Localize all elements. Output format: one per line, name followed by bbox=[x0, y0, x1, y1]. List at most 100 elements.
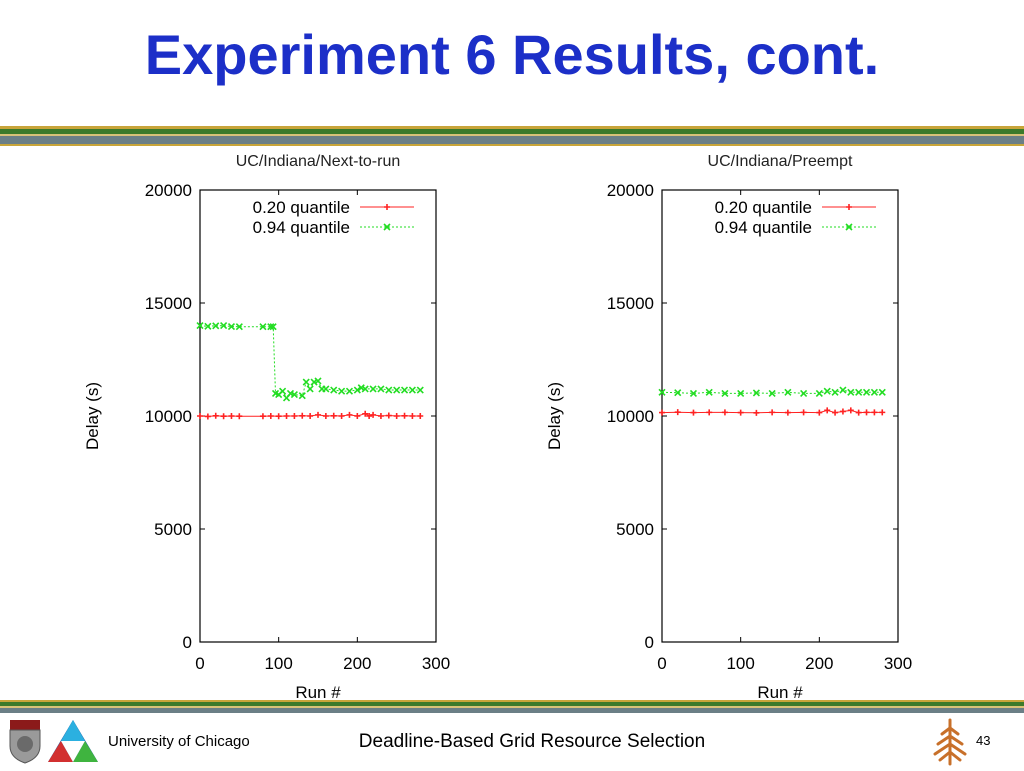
triangle-logo bbox=[46, 718, 100, 764]
data-point bbox=[674, 389, 682, 397]
y-tick-label: 5000 bbox=[616, 520, 654, 539]
x-tick-label: 200 bbox=[343, 654, 371, 673]
data-point bbox=[753, 409, 760, 416]
legend-marker bbox=[845, 223, 853, 231]
data-point bbox=[847, 407, 854, 414]
data-point bbox=[879, 409, 886, 416]
data-point bbox=[768, 389, 776, 397]
data-point bbox=[824, 407, 831, 414]
footer-divider bbox=[0, 700, 1024, 714]
legend-label: 0.20 quantile bbox=[253, 198, 350, 217]
data-point bbox=[831, 388, 839, 396]
y-tick-label: 5000 bbox=[154, 520, 192, 539]
footer-university: University of Chicago bbox=[108, 733, 250, 750]
chart-preempt-svg: UC/Indiana/Preempt 0 5000 10000 15000 20000 0 1… bbox=[545, 153, 912, 702]
legend-marker bbox=[384, 204, 390, 210]
y-tick-label: 20000 bbox=[607, 181, 654, 200]
data-point bbox=[366, 413, 373, 419]
data-point bbox=[204, 413, 211, 420]
x-axis-label: Run # bbox=[295, 683, 341, 702]
series-line bbox=[199, 325, 421, 399]
data-point bbox=[784, 409, 791, 416]
data-point bbox=[307, 413, 314, 419]
legend-label: 0.94 quantile bbox=[715, 218, 812, 237]
legend-marker bbox=[846, 204, 852, 210]
data-point bbox=[769, 409, 776, 416]
chart-title: UC/Indiana/Preempt bbox=[708, 153, 854, 170]
data-point bbox=[823, 387, 831, 395]
x-tick-label: 100 bbox=[264, 654, 292, 673]
data-point bbox=[393, 413, 400, 419]
chart-title: UC/Indiana/Next-to-run bbox=[236, 153, 401, 170]
data-point bbox=[674, 409, 681, 416]
data-point bbox=[330, 386, 338, 394]
data-point bbox=[690, 409, 697, 416]
data-point bbox=[385, 412, 392, 419]
data-point bbox=[220, 322, 228, 330]
x-tick-label: 200 bbox=[805, 654, 833, 673]
data-point bbox=[721, 389, 729, 397]
data-point bbox=[338, 387, 346, 395]
data-point bbox=[416, 386, 424, 394]
data-point bbox=[236, 413, 243, 420]
data-point bbox=[784, 388, 792, 396]
data-point bbox=[196, 322, 204, 330]
data-point bbox=[298, 392, 306, 400]
data-point bbox=[290, 390, 298, 399]
data-point bbox=[302, 378, 310, 386]
data-point bbox=[871, 409, 878, 416]
data-point bbox=[279, 387, 287, 395]
data-point bbox=[705, 388, 713, 396]
data-point bbox=[228, 413, 235, 419]
data-point bbox=[269, 323, 277, 331]
data-point bbox=[338, 413, 345, 419]
data-point bbox=[847, 388, 855, 396]
data-point bbox=[409, 413, 416, 419]
x-axis-label: Run # bbox=[757, 683, 803, 702]
y-tick-label: 0 bbox=[183, 633, 192, 652]
data-point bbox=[346, 411, 353, 418]
data-point bbox=[800, 409, 807, 416]
legend-label: 0.94 quantile bbox=[253, 218, 350, 237]
x-tick-label: 100 bbox=[726, 654, 754, 673]
y-tick-label: 15000 bbox=[145, 294, 192, 313]
data-point bbox=[370, 411, 377, 418]
data-point bbox=[737, 409, 744, 416]
page-number: 43 bbox=[976, 733, 991, 748]
y-tick-label: 0 bbox=[645, 633, 654, 652]
data-point bbox=[862, 388, 871, 396]
tree-logo bbox=[930, 716, 970, 766]
x-tick-label: 300 bbox=[422, 654, 450, 673]
data-point bbox=[369, 385, 377, 393]
data-point bbox=[800, 389, 808, 397]
series-line bbox=[199, 413, 421, 418]
data-point bbox=[863, 409, 870, 416]
data-point bbox=[658, 388, 666, 396]
data-point bbox=[275, 413, 282, 420]
data-point bbox=[839, 408, 846, 415]
data-point bbox=[259, 413, 266, 420]
x-tick-label: 0 bbox=[657, 654, 666, 673]
data-point bbox=[354, 413, 361, 419]
data-point bbox=[314, 377, 322, 385]
data-point bbox=[283, 413, 290, 419]
data-point bbox=[227, 322, 236, 331]
plot-frame bbox=[661, 189, 899, 643]
data-point bbox=[659, 409, 665, 416]
data-point bbox=[267, 323, 275, 331]
data-point bbox=[377, 413, 384, 419]
data-point bbox=[220, 413, 227, 420]
footer-presentation-title: Deadline-Based Grid Resource Selection bbox=[358, 731, 706, 752]
chart-next-to-run-svg: UC/Indiana/Next-to-run 0 5000 10000 15000 200… bbox=[83, 153, 450, 702]
data-point bbox=[706, 409, 713, 416]
data-point bbox=[235, 323, 243, 331]
y-tick-label: 20000 bbox=[145, 181, 192, 200]
data-point bbox=[417, 413, 424, 419]
y-tick-label: 10000 bbox=[145, 407, 192, 426]
data-point bbox=[345, 387, 354, 395]
data-point bbox=[259, 323, 267, 331]
data-point bbox=[322, 413, 329, 419]
data-point bbox=[752, 389, 760, 397]
data-point bbox=[353, 386, 361, 394]
data-point bbox=[401, 412, 408, 419]
